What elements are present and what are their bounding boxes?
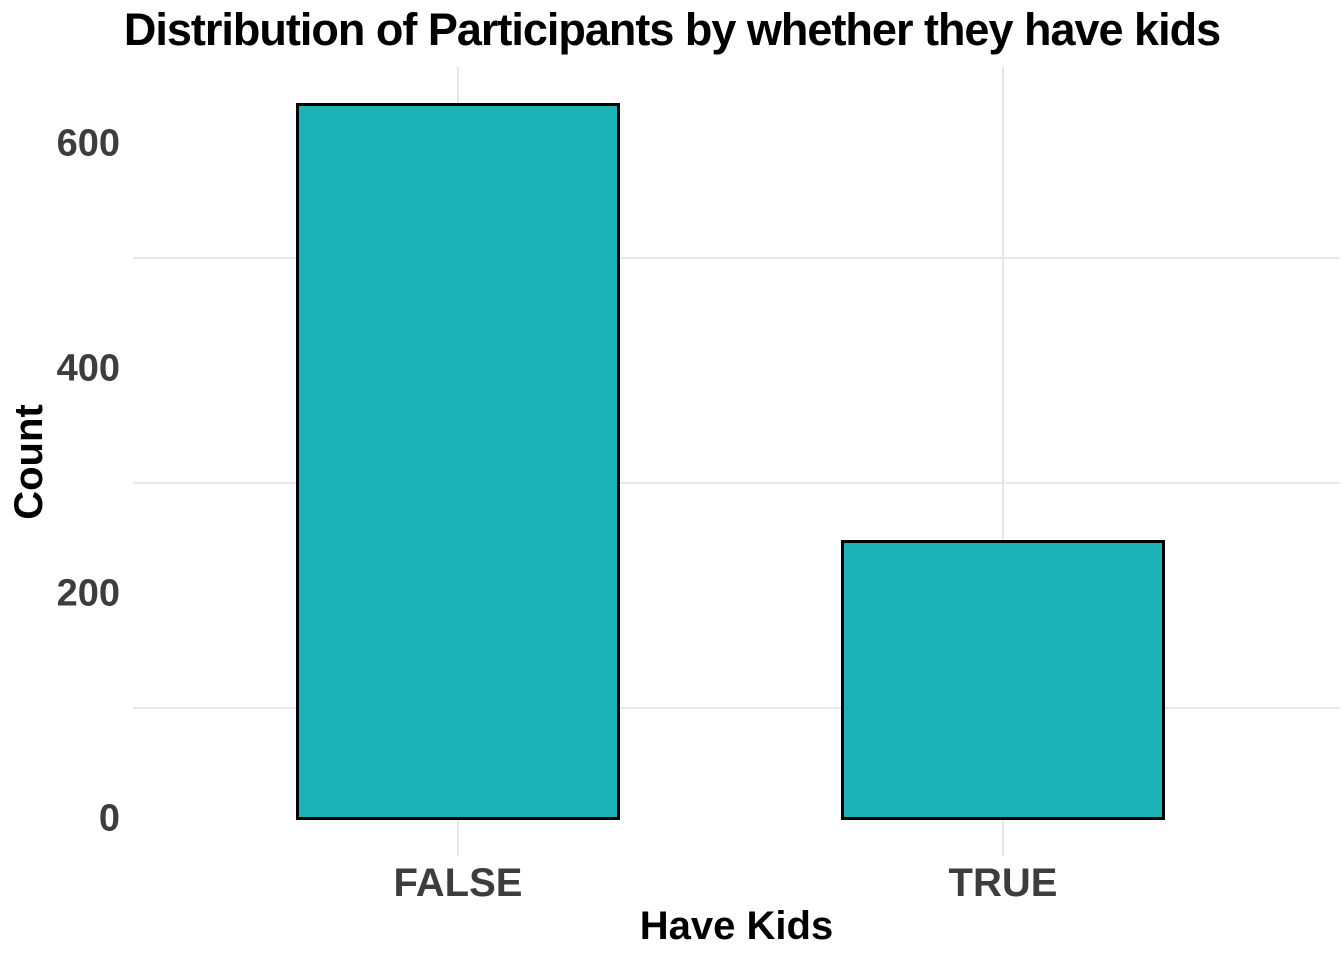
gridline-minor-y-300 [133,481,1340,484]
chart-title: Distribution of Participants by whether … [123,4,1221,55]
y-axis-title: Count [7,403,51,520]
y-tick-label-200: 200 [56,572,120,615]
y-tick-label-600: 600 [56,122,120,165]
gridline-vertical-true [1002,67,1004,856]
bar-true [841,539,1165,820]
y-tick-label-400: 400 [56,347,120,390]
gridline-minor-y-100 [133,706,1340,709]
x-tick-label-false: FALSE [393,861,523,905]
bar-false [296,103,620,820]
y-tick-label-0: 0 [98,797,120,840]
x-tick-label-true: TRUE [948,861,1058,905]
x-axis-title: Have Kids [639,904,834,948]
gridline-minor-y-500 [133,256,1340,259]
